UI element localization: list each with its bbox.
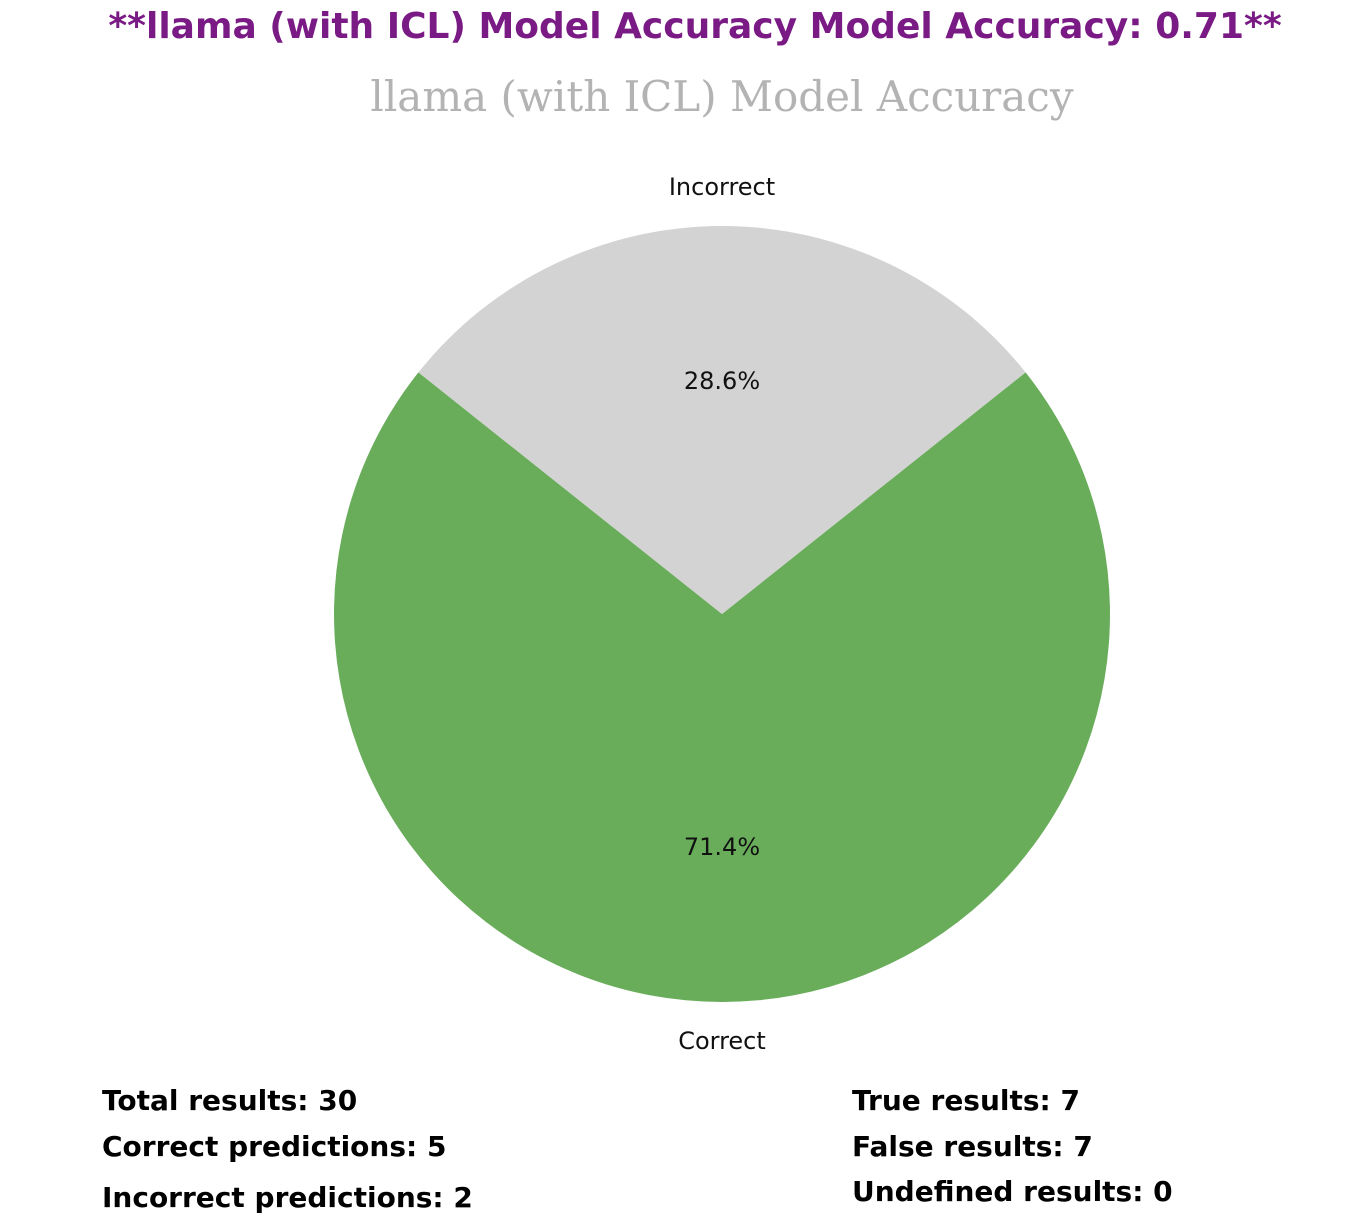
- stat-correct-predictions: Correct predictions: 5: [102, 1130, 447, 1163]
- pie-slice-incorrect: [418, 226, 1026, 614]
- page-header-title: **llama (with ICL) Model Accuracy Model …: [108, 6, 1282, 47]
- pie-chart: Correct 71.4% Incorrect 28.6%: [333, 173, 1110, 1055]
- pct-label-correct: 71.4%: [684, 833, 760, 861]
- stat-true-results: True results: 7: [852, 1084, 1080, 1117]
- pie-slice-correct: [333, 372, 1110, 1002]
- slice-label-incorrect: Incorrect: [669, 173, 775, 201]
- pct-label-incorrect: 28.6%: [684, 367, 760, 395]
- stat-total-results: Total results: 30: [102, 1084, 358, 1117]
- chart-title: llama (with ICL) Model Accuracy: [370, 72, 1074, 121]
- stat-incorrect-predictions: Incorrect predictions: 2: [102, 1181, 473, 1214]
- stat-false-results: False results: 7: [852, 1130, 1093, 1163]
- stat-undefined-results: Undefined results: 0: [852, 1175, 1173, 1208]
- slice-label-correct: Correct: [678, 1027, 766, 1055]
